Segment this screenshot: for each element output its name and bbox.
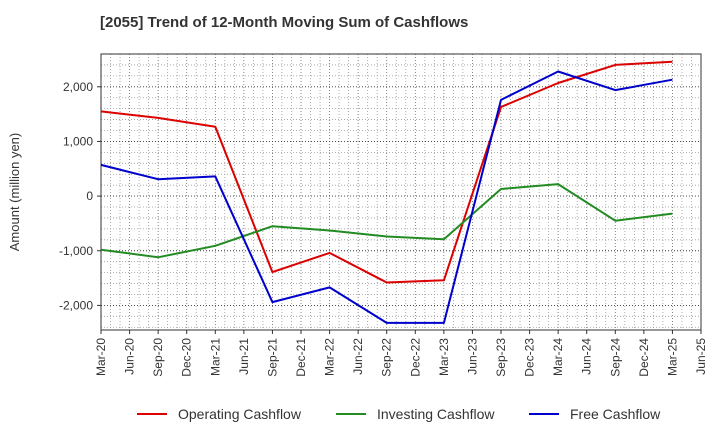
y-tick-label: 1,000 — [63, 134, 93, 148]
x-tick-label: Mar-22 — [323, 338, 337, 376]
x-tick-label: Mar-25 — [665, 338, 679, 376]
x-tick-label: Dec-22 — [408, 338, 422, 377]
x-tick-label: Jun-21 — [237, 338, 251, 375]
x-tick-label: Jun-22 — [351, 338, 365, 375]
x-tick-label: Mar-20 — [94, 338, 108, 376]
plot-frame — [100, 53, 702, 331]
y-tick-label: 0 — [86, 189, 93, 203]
x-tick-label: Dec-24 — [637, 338, 651, 377]
y-tick-label: -2,000 — [59, 298, 93, 312]
legend: Operating Cashflow Investing Cashflow Free… — [137, 406, 661, 422]
x-tick-label: Sep-20 — [151, 338, 165, 377]
grid — [101, 54, 701, 330]
legend-label: Investing Cashflow — [377, 406, 495, 422]
x-tick-label: Dec-21 — [294, 338, 308, 377]
plot-area — [101, 54, 701, 330]
x-tick-label: Jun-25 — [694, 338, 708, 375]
x-tick-label: Sep-22 — [380, 338, 394, 377]
x-tick-label: Sep-23 — [494, 338, 508, 377]
x-tick-label: Jun-23 — [465, 338, 479, 375]
y-axis-title: Amount (million yen) — [7, 133, 22, 252]
x-tick-label: Jun-20 — [123, 338, 137, 375]
x-tick-label: Dec-20 — [180, 338, 194, 377]
series-line-investing-cashflow — [100, 183, 673, 259]
legend-label: Operating Cashflow — [178, 406, 302, 422]
y-tick-label: 2,000 — [63, 80, 93, 94]
legend-label: Free Cashflow — [570, 406, 661, 422]
x-tick-label: Sep-24 — [608, 338, 622, 377]
y-tick-label: -1,000 — [59, 244, 93, 258]
series-line-free-cashflow — [100, 70, 673, 324]
x-tick-label: Mar-21 — [208, 338, 222, 376]
x-tick-label: Mar-23 — [437, 338, 451, 376]
x-tick-label: Mar-24 — [551, 338, 565, 376]
x-tick-label: Jun-24 — [580, 338, 594, 375]
x-tick-label: Dec-23 — [523, 338, 537, 377]
x-tick-label: Sep-21 — [265, 338, 279, 377]
series-lines — [100, 60, 673, 324]
chart-title: [2055] Trend of 12-Month Moving Sum of C… — [100, 14, 469, 31]
axes: 2,000 1,000 0 -1,000 -2,000 Mar-20 Jun-20 Sep-2… — [7, 53, 708, 377]
